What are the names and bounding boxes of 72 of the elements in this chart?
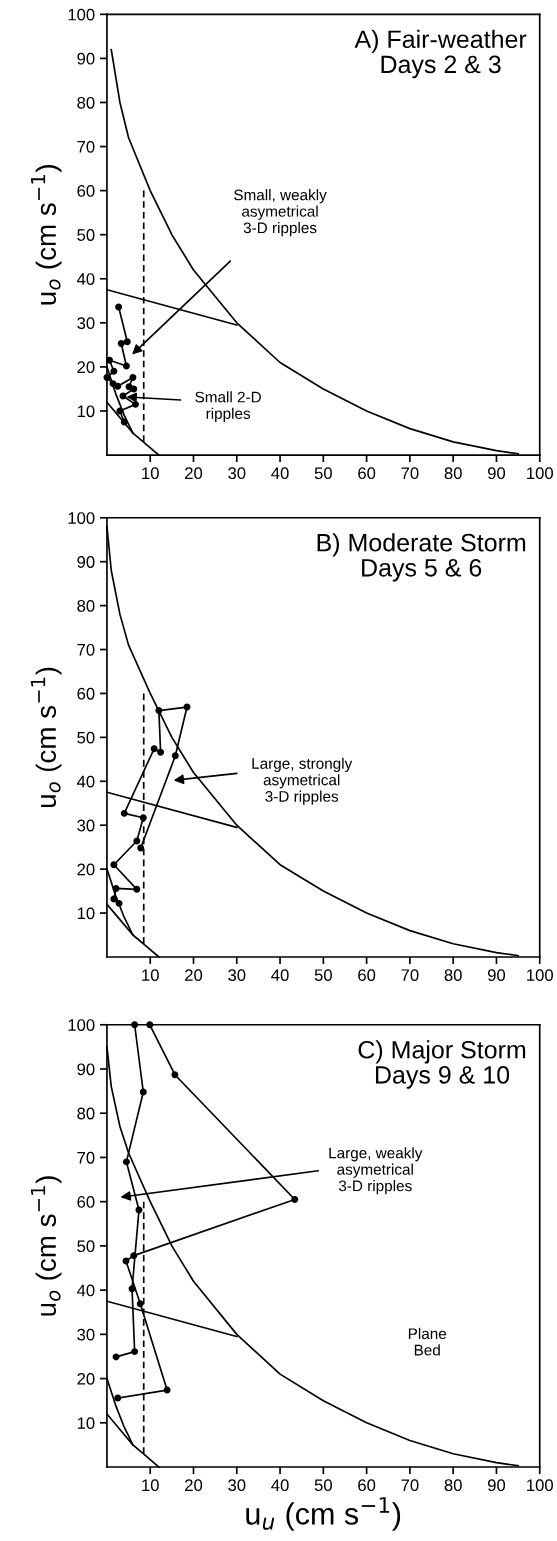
x-tick-label: 40 [271, 1479, 289, 1492]
x-tick-label: 70 [401, 467, 419, 480]
y-axis-title: u$_{o}$ (cm s$^{−1}$) [30, 165, 62, 305]
y-tick-label: 90 [77, 556, 95, 568]
y-tick-label: 40 [76, 775, 95, 788]
x-axis-title: u$_{u}$ (cm s$^{−1}$) [246, 1497, 401, 1531]
y-tick-label: 90 [77, 1063, 95, 1076]
x-tick-label: 40 [271, 467, 289, 480]
annotation: Small 2-D ripples [195, 391, 261, 422]
y-tick-label: 30 [77, 317, 95, 330]
y-tick-label: 10 [77, 405, 95, 418]
x-tick-label: 10 [142, 969, 159, 982]
x-tick-label: 50 [314, 969, 332, 982]
x-tick-label: 100 [527, 467, 553, 480]
x-tick-label: 20 [185, 969, 203, 982]
y-axis-title: u$_{o}$ (cm s$^{−1}$) [30, 1176, 62, 1316]
y-tick-label: 30 [77, 819, 95, 832]
x-tick-label: 30 [228, 467, 246, 480]
x-tick-label: 30 [228, 1479, 246, 1492]
x-tick-label: 10 [142, 1479, 159, 1492]
x-tick-label: 80 [444, 1479, 462, 1492]
y-tick-label: 100 [68, 512, 95, 524]
y-tick-label: 20 [77, 361, 95, 374]
x-tick-label: 60 [358, 969, 376, 982]
x-tick-label: 70 [401, 969, 419, 982]
y-tick-label: 100 [68, 1019, 95, 1031]
text: A) Fair-weather Days 2 & 3 [354, 29, 527, 79]
y-tick-label: 10 [77, 1417, 95, 1430]
x-tick-label: 90 [487, 467, 506, 480]
annotation: Plane Bed [408, 1327, 447, 1356]
x-tick-label: 10 [142, 467, 159, 480]
y-tick-label: 90 [77, 52, 95, 65]
x-tick-label: 20 [185, 467, 203, 480]
y-tick-label: 60 [77, 1196, 95, 1208]
x-tick-label: 50 [314, 467, 332, 480]
y-tick-label: 70 [77, 140, 95, 153]
annotation: Large, strongly asymetrical 3-D ripples [252, 757, 353, 805]
y-tick-label: 40 [76, 1284, 95, 1297]
y-tick-label: 70 [77, 1151, 95, 1164]
y-tick-label: 100 [68, 8, 95, 21]
annotation: Large, weakly asymetrical 3-D ripples [329, 1147, 423, 1195]
y-tick-label: 50 [77, 1240, 95, 1253]
y-tick-label: 40 [76, 273, 95, 285]
y-tick-label: 80 [77, 96, 95, 109]
x-tick-label: 90 [487, 969, 506, 982]
x-tick-label: 60 [358, 467, 376, 480]
x-tick-label: 70 [401, 1479, 419, 1492]
x-tick-label: 80 [444, 467, 462, 480]
y-tick-label: 20 [77, 1372, 95, 1385]
y-tick-label: 80 [77, 600, 95, 612]
x-tick-label: 40 [271, 969, 289, 982]
y-tick-label: 20 [77, 863, 95, 876]
x-tick-label: 50 [314, 1479, 332, 1492]
y-tick-label: 30 [77, 1328, 95, 1341]
x-tick-label: 100 [527, 969, 553, 982]
x-tick-label: 80 [444, 969, 462, 982]
x-tick-label: 20 [185, 1479, 203, 1492]
y-tick-label: 80 [77, 1107, 95, 1120]
x-tick-label: 90 [487, 1479, 506, 1492]
y-tick-label: 10 [77, 907, 95, 920]
y-axis-title: u$_{o}$ (cm s$^{−1}$) [30, 667, 62, 808]
text: C) Major Storm Days 9 & 10 [358, 1040, 526, 1089]
y-tick-label: 50 [77, 229, 95, 241]
annotation: Small, weakly asymetrical 3-D ripples [234, 189, 327, 237]
text: B) Moderate Storm Days 5 & 6 [317, 533, 526, 582]
y-tick-label: 50 [77, 731, 95, 744]
x-tick-label: 60 [358, 1479, 376, 1492]
y-tick-label: 60 [77, 185, 95, 197]
x-tick-label: 30 [228, 969, 246, 982]
y-tick-label: 70 [77, 643, 95, 656]
x-tick-label: 100 [527, 1479, 553, 1492]
y-tick-label: 60 [77, 687, 95, 700]
